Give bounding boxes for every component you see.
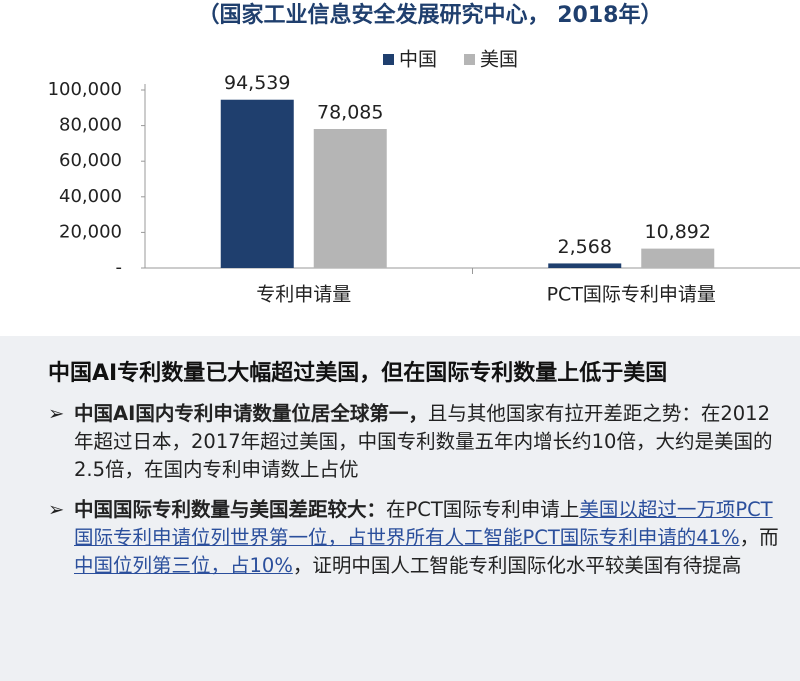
value-label: 78,085 (317, 102, 383, 124)
text-normal: 在PCT国际专利申请上 (386, 498, 580, 521)
y-tick-label: 20,000 (59, 221, 122, 242)
bar (641, 248, 715, 268)
text-normal: ，证明中国人工智能专利国际化水平较美国有待提高 (292, 554, 742, 577)
heading: 中国AI专利数量已大幅超过美国，但在国际专利数量上低于美国 (48, 361, 668, 386)
text-underline: 美国以超过一万项PCT国际专利申请位列世界第一位，占世界所有人工智能PCT国际专… (74, 498, 773, 549)
legend-label: 中国 (399, 49, 437, 71)
bar (313, 129, 387, 268)
legend-swatch (464, 54, 475, 65)
legend-label: 美国 (480, 49, 518, 71)
chart: （国家工业信息安全发展研究中心， 2018年） - 20,000 40,000 60,… (48, 2, 800, 306)
value-label: 10,892 (645, 221, 711, 243)
bar (220, 99, 294, 268)
bullet: ➢ 中国国际专利数量与美国差距较大：在PCT国际专利申请上美国以超过一万项PCT国… (48, 496, 784, 580)
y-tick-label: - (116, 257, 123, 278)
text-bold: 中国国际专利数量与美国差距较大： (74, 498, 387, 521)
chart-subtitle: （国家工业信息安全发展研究中心， 2018年） (198, 2, 663, 28)
bar (548, 263, 622, 268)
text-underline: 中国位列第三位，占10% (74, 554, 293, 577)
bullet-marker: ➢ (48, 402, 65, 425)
bullet-marker: ➢ (48, 498, 65, 521)
x-tick-label: 专利申请量 (256, 284, 351, 306)
bullet: ➢ 中国AI国内专利申请数量位居全球第一，且与其他国家有拉开差距之势：在2012年… (48, 400, 784, 484)
y-tick-label: 80,000 (59, 115, 122, 136)
text-bold: 中国AI国内专利申请数量位居全球第一， (74, 402, 428, 425)
value-label: 2,568 (558, 236, 612, 258)
bullet-list: ➢ 中国AI国内专利申请数量位居全球第一，且与其他国家有拉开差距之势：在2012年… (48, 400, 784, 580)
text-panel: 中国AI专利数量已大幅超过美国，但在国际专利数量上低于美国 ➢ 中国AI国内专利申… (0, 336, 800, 681)
legend-swatch (383, 54, 394, 65)
y-tick-label: 60,000 (59, 150, 122, 171)
y-tick-label: 100,000 (48, 79, 122, 100)
value-label: 94,539 (224, 72, 290, 94)
text-normal: ，而 (739, 526, 779, 549)
x-tick-label: PCT国际专利申请量 (547, 284, 716, 306)
text-normal: 且与其他国家有拉开差距之势：在2012年超过日本，2017年超过美国，中国专利数… (74, 402, 773, 481)
y-tick-label: 40,000 (59, 186, 122, 207)
